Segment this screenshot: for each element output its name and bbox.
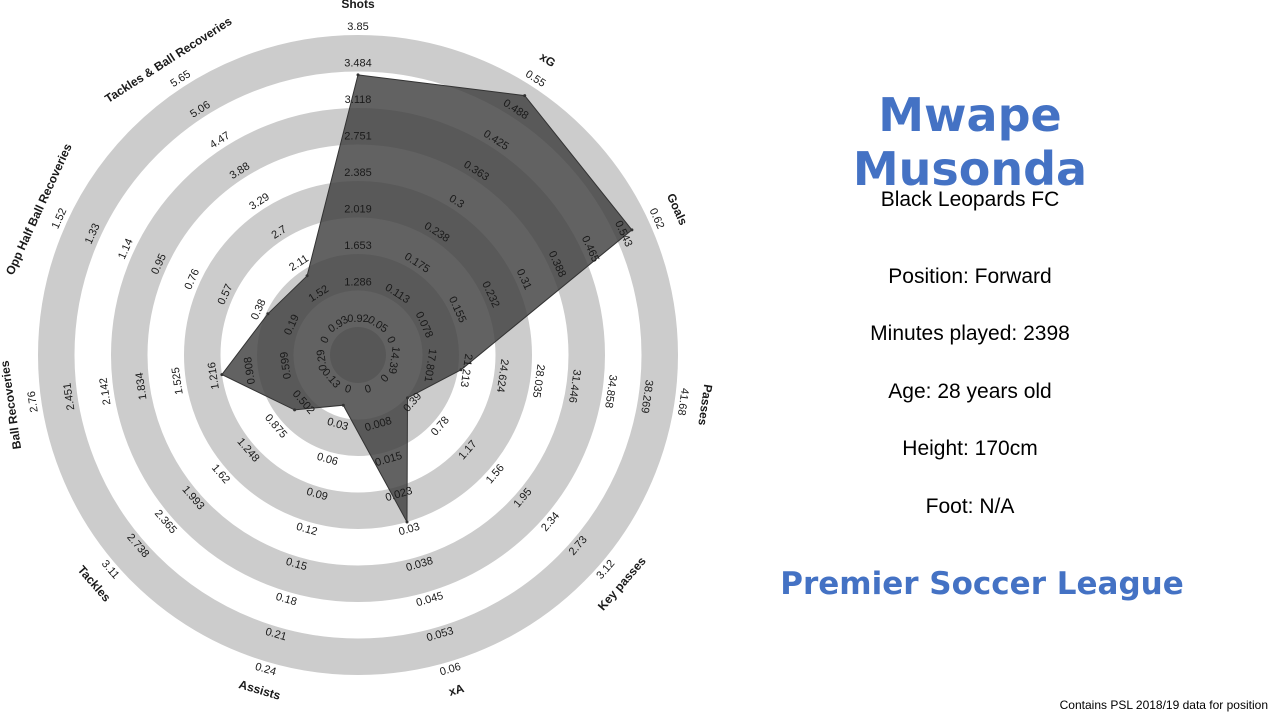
data-point-xa <box>405 520 409 524</box>
tick-label: 1.834 <box>134 372 150 401</box>
data-point-ball-recoveries <box>220 373 224 377</box>
axis-label-shots: Shots <box>341 0 375 11</box>
data-point-assists <box>341 403 345 407</box>
player-height: Height: 170cm <box>902 437 1038 460</box>
tick-label: 0.06 <box>438 661 462 679</box>
data-point-shots <box>356 73 360 77</box>
data-point-xg <box>523 94 527 98</box>
tick-label: 1.216 <box>206 361 222 390</box>
data-point-goals <box>630 228 634 232</box>
player-foot: Foot: N/A <box>925 495 1015 518</box>
tick-label: 0.12 <box>295 521 319 539</box>
axis-label-passes: Passes <box>695 383 715 426</box>
data-point-opp-half-ball-recoveries <box>266 312 270 316</box>
axis-label-goals: Goals <box>664 191 691 227</box>
tick-label: 3.484 <box>344 57 372 69</box>
league-name: Premier Soccer League <box>780 566 1184 602</box>
tick-label: 28.035 <box>530 363 547 398</box>
tick-label: 1.653 <box>344 240 372 252</box>
player-age: Age: 28 years old <box>888 380 1052 403</box>
tick-label: 38.269 <box>638 379 655 414</box>
player-minutes: Minutes played: 2398 <box>870 322 1070 345</box>
data-point-tackles <box>293 408 297 412</box>
axis-label-xg: xG <box>537 50 558 70</box>
data-source-note: Contains PSL 2018/19 data for position <box>1059 698 1268 712</box>
tick-label: 2.751 <box>344 130 372 142</box>
player-name: Mwape Musonda <box>852 88 1088 196</box>
series-polygon <box>221 74 633 523</box>
tick-label: 0.09 <box>305 486 329 504</box>
tick-label: 0.92 <box>347 313 368 325</box>
tick-label: 2.019 <box>344 203 372 215</box>
data-point-tackles-ball-recoveries <box>305 274 309 278</box>
tick-label: 21.213 <box>458 353 475 388</box>
tick-label: 2.76 <box>26 390 41 413</box>
tick-label: 0.03 <box>397 521 421 539</box>
tick-label: 3.85 <box>347 21 368 33</box>
player-position: Position: Forward <box>888 265 1052 288</box>
tick-label: 0 <box>363 383 372 396</box>
data-point-key-passes <box>406 396 409 400</box>
tick-label: 34.858 <box>602 374 619 409</box>
tick-label: 0.21 <box>264 626 288 644</box>
tick-label: 3.118 <box>345 94 372 106</box>
axis-label-xa: xA <box>447 681 466 699</box>
tick-label: 0 <box>384 335 397 346</box>
axis-label-ball-recoveries: Ball Recoveries <box>0 359 24 450</box>
tick-label: 0.908 <box>242 356 258 385</box>
tick-label: 31.446 <box>566 369 583 404</box>
radar-chart: 0.92 1.286 1.653 2.019 2.385 2.751 3.118 3.484 3… <box>0 0 715 703</box>
tick-label: 0.599 <box>278 351 294 380</box>
tick-label: 24.624 <box>494 358 511 393</box>
tick-label: 17.801 <box>422 348 439 383</box>
axis-label-assists: Assists <box>237 677 282 703</box>
tick-label: 2.142 <box>98 377 114 406</box>
tick-label: 0.29 <box>315 349 330 372</box>
tick-label: 0.06 <box>315 451 339 469</box>
tick-label: 41.68 <box>675 387 691 416</box>
polygon-layer <box>220 73 634 524</box>
tick-label: 1.286 <box>344 276 372 288</box>
tick-label: 1.525 <box>170 366 186 395</box>
tick-label: 0.18 <box>274 591 298 609</box>
tick-label: 2.451 <box>62 382 78 411</box>
tick-label: 0.24 <box>254 661 278 679</box>
tick-label: 0 <box>343 383 352 396</box>
data-point-passes <box>459 368 463 372</box>
ring-band <box>38 35 678 675</box>
tick-label: 0 <box>318 335 331 346</box>
tick-label: 0.15 <box>284 556 308 574</box>
tick-label: 14.39 <box>386 346 402 375</box>
player-club: Black Leopards FC <box>880 188 1060 211</box>
tick-label: 0.03 <box>326 416 350 434</box>
tick-label: 2.385 <box>344 167 372 179</box>
